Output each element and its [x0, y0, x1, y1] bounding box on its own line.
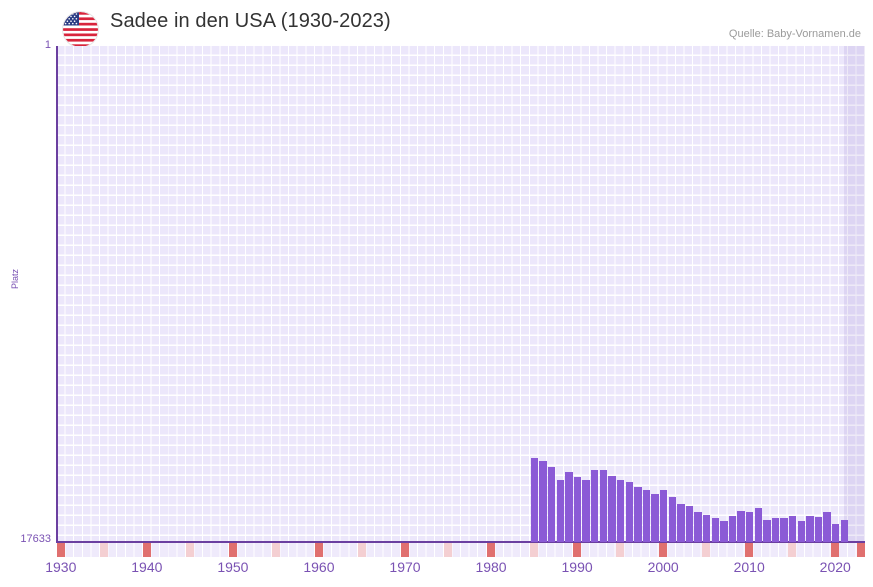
bar [651, 494, 659, 542]
x-axis-tick-label: 1960 [303, 559, 335, 575]
bar [591, 470, 599, 542]
x-axis-minor-tick [530, 543, 538, 557]
x-axis-tick-label: 2000 [647, 559, 679, 575]
x-axis-tick-label: 1970 [389, 559, 421, 575]
y-axis-line [56, 46, 58, 543]
x-axis-minor-tick [272, 543, 280, 557]
bar [539, 461, 547, 542]
x-axis-tick-label: 1980 [475, 559, 507, 575]
y-axis-title: Platz [10, 269, 20, 290]
bar [685, 506, 694, 542]
bar [745, 512, 754, 542]
bar [806, 516, 814, 542]
x-axis-minor-tick [186, 543, 194, 557]
us-flag-icon [63, 12, 98, 47]
bar [582, 480, 590, 542]
bar [573, 477, 582, 542]
x-axis-major-tick [659, 543, 667, 557]
bar [668, 497, 676, 542]
x-axis-tick-band [57, 543, 865, 557]
bar [694, 512, 702, 542]
bar [599, 470, 608, 542]
bar [720, 521, 728, 542]
bar [780, 518, 788, 542]
bar [677, 504, 685, 542]
bar [548, 467, 556, 542]
bar [763, 520, 771, 542]
x-axis-tick-label: 1990 [561, 559, 593, 575]
x-axis-minor-tick [100, 543, 108, 557]
bar [814, 517, 823, 542]
x-axis-major-tick [401, 543, 409, 557]
bar [642, 490, 651, 542]
bar [737, 511, 745, 542]
x-axis-major-tick [57, 543, 65, 557]
x-axis-minor-tick [616, 543, 624, 557]
bar [754, 508, 762, 542]
x-axis-minor-tick [702, 543, 710, 557]
x-axis-major-tick [831, 543, 840, 557]
bar-series-sadee [57, 46, 865, 542]
x-axis-major-tick [745, 543, 753, 557]
x-axis-minor-tick [788, 543, 796, 557]
x-axis-tick-label: 1940 [131, 559, 163, 575]
x-axis-major-tick [143, 543, 151, 557]
chart-header: Sadee in den USA (1930-2023) Quelle: Bab… [0, 0, 873, 47]
x-axis-labels: 1930 1940 1950 1960 1970 1980 1990 2000 2010 2020 [45, 559, 865, 583]
x-axis-tick-label: 1950 [217, 559, 249, 575]
x-axis-tick-label: 2020 [819, 559, 851, 575]
bar [797, 521, 805, 542]
bar [616, 480, 625, 542]
bar [634, 487, 642, 542]
x-axis-major-tick [857, 543, 865, 557]
bar [771, 518, 780, 542]
bar [789, 516, 797, 542]
bar [565, 472, 573, 542]
x-axis-minor-tick [358, 543, 366, 557]
x-axis-major-tick [487, 543, 495, 557]
x-axis-major-tick [229, 543, 237, 557]
page-title: Sadee in den USA (1930-2023) [110, 10, 391, 32]
bar [530, 458, 539, 542]
y-axis-bottom-label: 17633 [20, 533, 51, 545]
bar [840, 520, 849, 542]
x-axis-line [56, 541, 865, 543]
bar [728, 516, 737, 542]
bar [608, 476, 616, 542]
bar [823, 512, 831, 542]
source-attribution: Quelle: Baby-Vornamen.de [728, 28, 861, 40]
bar [711, 518, 719, 542]
bar [832, 524, 840, 542]
x-axis-major-tick [315, 543, 323, 557]
bar [556, 480, 565, 542]
bar [702, 515, 711, 542]
bar [659, 490, 668, 542]
y-axis-top-label: 1 [44, 39, 51, 51]
x-axis-major-tick [573, 543, 581, 557]
x-axis-minor-tick [444, 543, 452, 557]
x-axis-tick-label: 1930 [45, 559, 77, 575]
bar [625, 482, 633, 542]
x-axis-tick-label: 2010 [733, 559, 765, 575]
